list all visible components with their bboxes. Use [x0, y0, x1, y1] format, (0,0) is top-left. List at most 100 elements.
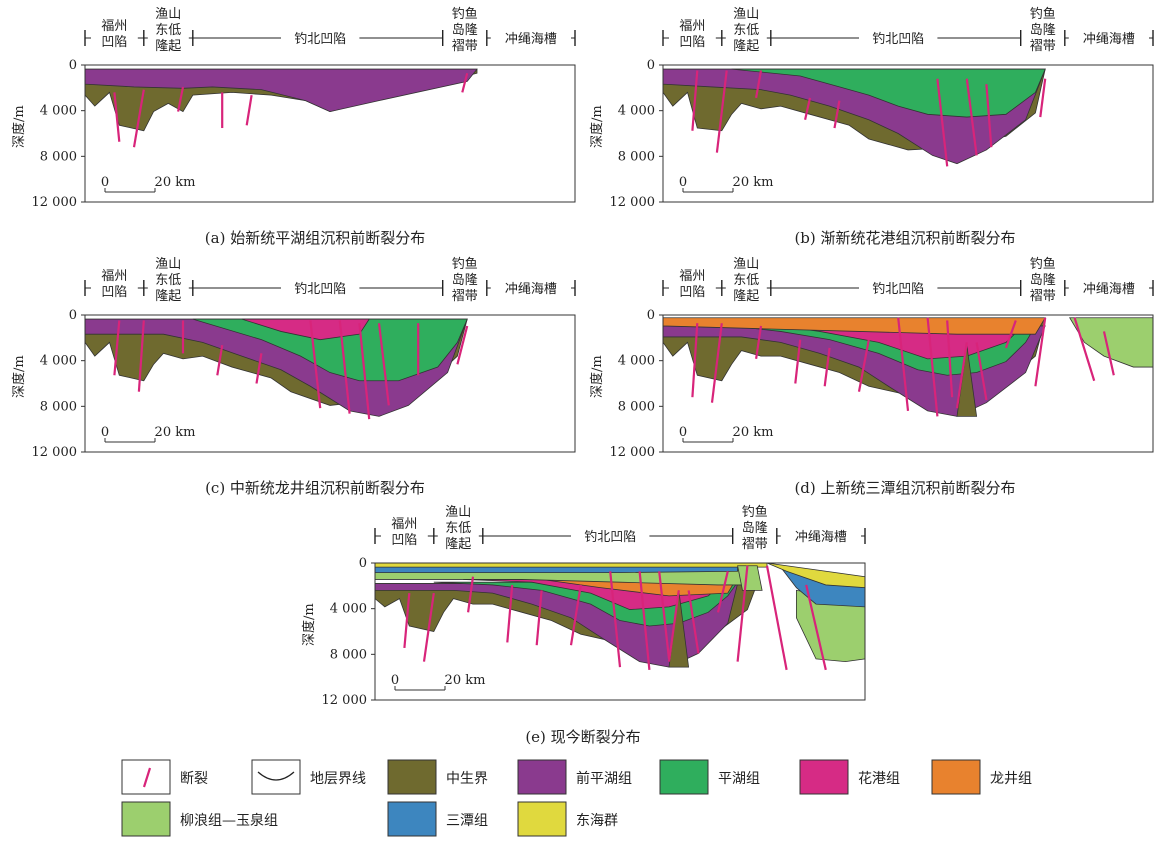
fault-line — [609, 571, 622, 668]
strata — [375, 563, 865, 667]
fault-line — [985, 84, 993, 148]
region-yushan: 渔山 — [733, 7, 759, 22]
scale-bar-zero: 0 — [101, 425, 109, 440]
legend-item-boundary: 地层界线 — [251, 759, 366, 795]
fault-line — [113, 320, 121, 376]
fault-line — [132, 89, 145, 148]
region-diaoyu: 褶带 — [1030, 39, 1056, 54]
y-tick-label: 12 000 — [32, 445, 78, 460]
region-diaobei: 钓北凹陷 — [294, 32, 346, 47]
fault-line — [506, 584, 514, 643]
fault-line — [638, 571, 651, 670]
fault-line — [691, 323, 699, 398]
region-fuzhou: 凹陷 — [679, 35, 705, 50]
region-yushan: 东低 — [733, 273, 759, 288]
region-fuzhou: 福州 — [391, 517, 417, 532]
y-tick-label: 8 000 — [618, 399, 655, 414]
legend-label-santan: 三潭组 — [446, 812, 488, 829]
fault-line — [691, 70, 699, 131]
y-tick-label: 8 000 — [618, 149, 655, 164]
region-yushan: 渔山 — [155, 257, 181, 272]
fault-line — [975, 342, 988, 401]
region-diaobei: 钓北凹陷 — [872, 32, 924, 47]
fault-line — [794, 339, 802, 384]
y-tick-label: 8 000 — [40, 399, 77, 414]
y-axis-label: 深度/m — [589, 355, 605, 398]
fault-line — [1004, 320, 1017, 349]
fault-line — [926, 317, 939, 417]
region-diaoyu: 岛隆 — [1030, 272, 1056, 288]
fault-line — [535, 590, 543, 646]
fault-line — [946, 320, 954, 398]
strata — [663, 69, 1045, 164]
fault-line — [658, 571, 671, 660]
scale-bar-zero: 0 — [679, 175, 687, 190]
y-tick-label: 8 000 — [330, 647, 367, 662]
fault-line — [1102, 331, 1115, 376]
region-diaoyu: 钓鱼 — [452, 256, 478, 272]
stratum-donghai — [767, 563, 865, 588]
region-okinawa: 冲绳海槽 — [505, 32, 557, 47]
region-yushan: 渔山 — [445, 505, 471, 520]
panel-frame — [374, 562, 866, 701]
panel-caption-e: (e) 现今断裂分布 — [525, 728, 640, 746]
region-diaoyu: 褶带 — [452, 289, 478, 304]
fault-line — [716, 570, 729, 613]
region-diaoyu: 岛隆 — [742, 520, 768, 536]
region-diaoyu: 褶带 — [742, 537, 768, 552]
stratum-huagang — [242, 319, 369, 340]
region-yushan: 隆起 — [155, 39, 181, 54]
y-tick-label: 0 — [647, 308, 655, 323]
fault-line — [955, 342, 968, 409]
panel-frame — [84, 314, 576, 453]
legend-item-santan: 三潭组 — [387, 801, 488, 837]
scale-bar-label: 20 km — [445, 673, 486, 688]
legend-item-liulang_yuquan: 柳浪组—玉泉组 — [121, 801, 278, 837]
scale-bar-zero: 0 — [679, 425, 687, 440]
scale-bar-label: 20 km — [733, 175, 774, 190]
legend-item-huagang: 花港组 — [799, 759, 900, 795]
fault-line — [687, 590, 700, 654]
fault-line — [467, 576, 475, 613]
legend-swatch-huagang — [799, 759, 849, 795]
region-yushan: 东低 — [445, 521, 471, 536]
fault-line — [755, 70, 763, 99]
fault-line — [805, 584, 827, 671]
region-yushan: 隆起 — [733, 39, 759, 54]
panel-caption-c: (c) 中新统龙井组沉积前断裂分布 — [205, 479, 425, 497]
fault-line — [216, 344, 224, 376]
region-okinawa: 冲绳海槽 — [795, 530, 847, 545]
fault-line — [1073, 317, 1096, 382]
legend-swatch-liulang_yuquan — [121, 801, 171, 837]
region-yushan: 东低 — [733, 23, 759, 38]
fault-line — [755, 325, 763, 360]
legend-swatch-qianpinghu — [517, 759, 567, 795]
legend-item-qianpinghu: 前平湖组 — [517, 759, 632, 795]
fault-line — [804, 97, 812, 121]
fault-line — [857, 339, 870, 392]
region-yushan: 东低 — [155, 273, 181, 288]
legend-swatch-pinghu — [659, 759, 709, 795]
fault-line — [245, 94, 253, 126]
y-tick-label: 12 000 — [32, 195, 78, 210]
legend-label-qianpinghu: 前平湖组 — [576, 770, 632, 787]
panel-caption-a: (a) 始新统平湖组沉积前断裂分布 — [205, 229, 425, 247]
region-diaoyu: 岛隆 — [1030, 22, 1056, 38]
fault-line — [710, 323, 723, 403]
legend-label-mesozoic: 中生界 — [446, 771, 488, 787]
scale-bar-zero: 0 — [101, 175, 109, 190]
scale-bar-zero: 0 — [391, 673, 399, 688]
legend-label-longjing: 龙井组 — [990, 771, 1032, 787]
y-tick-label: 12 000 — [610, 195, 656, 210]
panel-frame — [84, 64, 576, 203]
